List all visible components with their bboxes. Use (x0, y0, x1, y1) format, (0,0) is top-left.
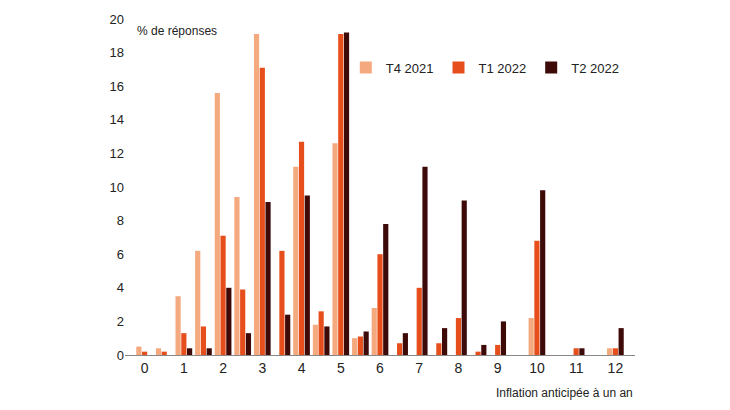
svg-text:1: 1 (180, 360, 188, 376)
svg-text:12: 12 (608, 360, 624, 376)
svg-text:0: 0 (117, 348, 124, 363)
svg-text:10: 10 (529, 360, 545, 376)
svg-text:14: 14 (110, 112, 124, 127)
svg-text:8: 8 (117, 213, 124, 228)
svg-text:4: 4 (117, 280, 124, 295)
svg-text:3: 3 (258, 360, 266, 376)
svg-text:2: 2 (219, 360, 227, 376)
svg-text:9: 9 (494, 360, 502, 376)
svg-text:7: 7 (415, 360, 423, 376)
svg-text:12: 12 (110, 146, 124, 161)
svg-text:6: 6 (117, 247, 124, 262)
svg-text:T4 2021: T4 2021 (386, 61, 434, 76)
svg-text:Inflation anticipée à un an: Inflation anticipée à un an (496, 386, 633, 400)
svg-text:0: 0 (141, 360, 149, 376)
svg-text:5: 5 (337, 360, 345, 376)
svg-text:4: 4 (298, 360, 306, 376)
svg-text:20: 20 (110, 12, 124, 27)
svg-text:T2 2022: T2 2022 (571, 61, 619, 76)
svg-text:18: 18 (110, 45, 124, 60)
svg-text:16: 16 (110, 79, 124, 94)
svg-text:2: 2 (117, 314, 124, 329)
svg-text:6: 6 (376, 360, 384, 376)
svg-text:% de réponses: % de réponses (137, 24, 217, 38)
svg-text:11: 11 (569, 360, 584, 376)
svg-text:T1 2022: T1 2022 (479, 61, 527, 76)
svg-text:10: 10 (110, 180, 124, 195)
svg-text:8: 8 (455, 360, 463, 376)
